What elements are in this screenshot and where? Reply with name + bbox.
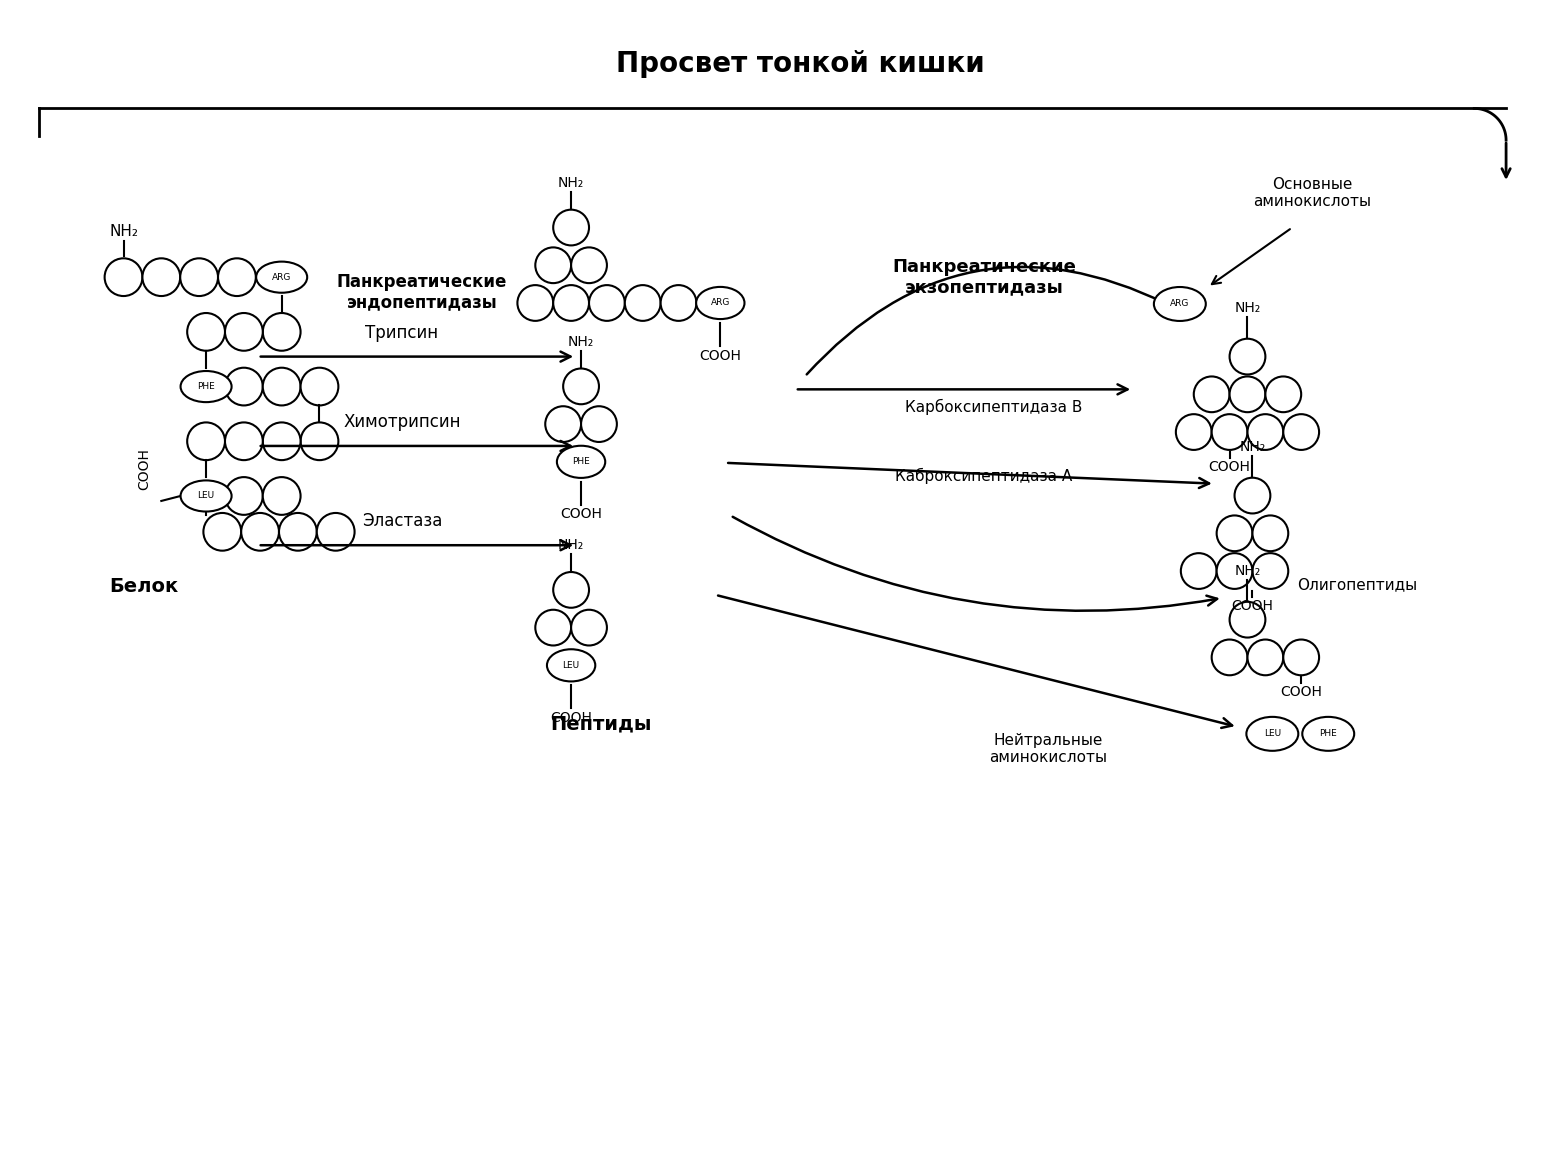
Circle shape [660,285,696,321]
Text: Белок: Белок [109,577,177,596]
Circle shape [1266,376,1302,412]
Text: Основные
аминокислоты: Основные аминокислоты [1253,177,1372,209]
Circle shape [1252,515,1288,551]
Circle shape [1216,515,1252,551]
Circle shape [241,513,279,551]
Text: LEU: LEU [562,661,579,669]
Circle shape [263,422,301,460]
Text: LEU: LEU [198,491,215,500]
Circle shape [517,285,553,321]
Circle shape [1211,414,1247,450]
Text: NH₂: NH₂ [568,335,595,348]
Text: COOH: COOH [550,711,592,724]
Circle shape [1235,477,1271,513]
Text: ARG: ARG [272,273,291,282]
Circle shape [1283,414,1319,450]
Text: ARG: ARG [1171,299,1190,308]
Circle shape [1283,639,1319,675]
Circle shape [536,610,571,645]
Circle shape [624,285,660,321]
Ellipse shape [1154,288,1205,321]
Ellipse shape [696,286,744,319]
Circle shape [589,285,624,321]
Circle shape [553,209,589,245]
Circle shape [181,259,218,296]
Circle shape [263,477,301,515]
Text: NH₂: NH₂ [557,176,584,190]
Text: PHE: PHE [571,458,590,467]
Circle shape [581,406,617,442]
Text: Панкреатические
эндопептидазы: Панкреатические эндопептидазы [336,273,508,312]
Circle shape [564,368,599,405]
Circle shape [1176,414,1211,450]
Circle shape [263,313,301,351]
Text: NH₂: NH₂ [109,224,139,239]
Ellipse shape [1302,716,1355,751]
Circle shape [187,422,224,460]
Circle shape [1247,639,1283,675]
Circle shape [104,259,142,296]
Circle shape [1180,553,1216,589]
Circle shape [545,406,581,442]
Text: Нейтральные
аминокислоты: Нейтральные аминокислоты [990,733,1107,765]
Text: NH₂: NH₂ [557,538,584,552]
Text: NH₂: NH₂ [1235,301,1261,315]
Text: Олигопептиды: Олигопептиды [1297,577,1417,592]
Text: NH₂: NH₂ [1235,564,1261,578]
Text: COOH: COOH [137,447,151,490]
Text: Эластаза: Эластаза [361,513,442,530]
Text: COOH: COOH [1208,460,1250,474]
Circle shape [224,422,263,460]
Circle shape [187,313,224,351]
Circle shape [224,368,263,406]
Circle shape [279,513,316,551]
Circle shape [1216,553,1252,589]
Text: COOH: COOH [699,348,741,362]
Circle shape [571,610,607,645]
Text: COOH: COOH [1232,599,1274,613]
Circle shape [316,513,355,551]
Text: PHE: PHE [198,382,215,391]
Text: Просвет тонкой кишки: Просвет тонкой кишки [615,49,984,78]
Ellipse shape [557,446,606,478]
Text: COOH: COOH [561,507,603,521]
Text: Химотрипсин: Химотрипсин [343,413,461,431]
Circle shape [301,368,338,406]
Circle shape [204,513,241,551]
Circle shape [553,572,589,607]
Circle shape [1211,639,1247,675]
Text: Пептиды: Пептиды [550,714,652,734]
Text: Карбоксипептидаза В: Карбоксипептидаза В [905,399,1082,415]
Ellipse shape [181,481,232,512]
Ellipse shape [1247,716,1299,751]
Circle shape [536,247,571,283]
Text: ARG: ARG [710,299,730,307]
Ellipse shape [257,261,307,293]
Text: Панкреатические
экзопептидазы: Панкреатические экзопептидазы [892,258,1076,297]
Circle shape [301,422,338,460]
Text: NH₂: NH₂ [1239,440,1266,454]
Circle shape [218,259,255,296]
Circle shape [1230,601,1266,637]
Circle shape [142,259,181,296]
Circle shape [1252,553,1288,589]
Text: LEU: LEU [1264,729,1281,738]
Circle shape [224,477,263,515]
Text: Каброксипептидаза А: Каброксипептидаза А [895,468,1073,484]
Circle shape [224,313,263,351]
Circle shape [553,285,589,321]
Text: Трипсин: Трипсин [366,323,439,342]
Text: PHE: PHE [1319,729,1337,738]
Circle shape [571,247,607,283]
Ellipse shape [547,650,595,682]
Circle shape [1247,414,1283,450]
Circle shape [263,368,301,406]
Circle shape [1230,376,1266,412]
Text: COOH: COOH [1280,685,1322,699]
Circle shape [1230,339,1266,375]
Circle shape [1194,376,1230,412]
Ellipse shape [181,371,232,402]
